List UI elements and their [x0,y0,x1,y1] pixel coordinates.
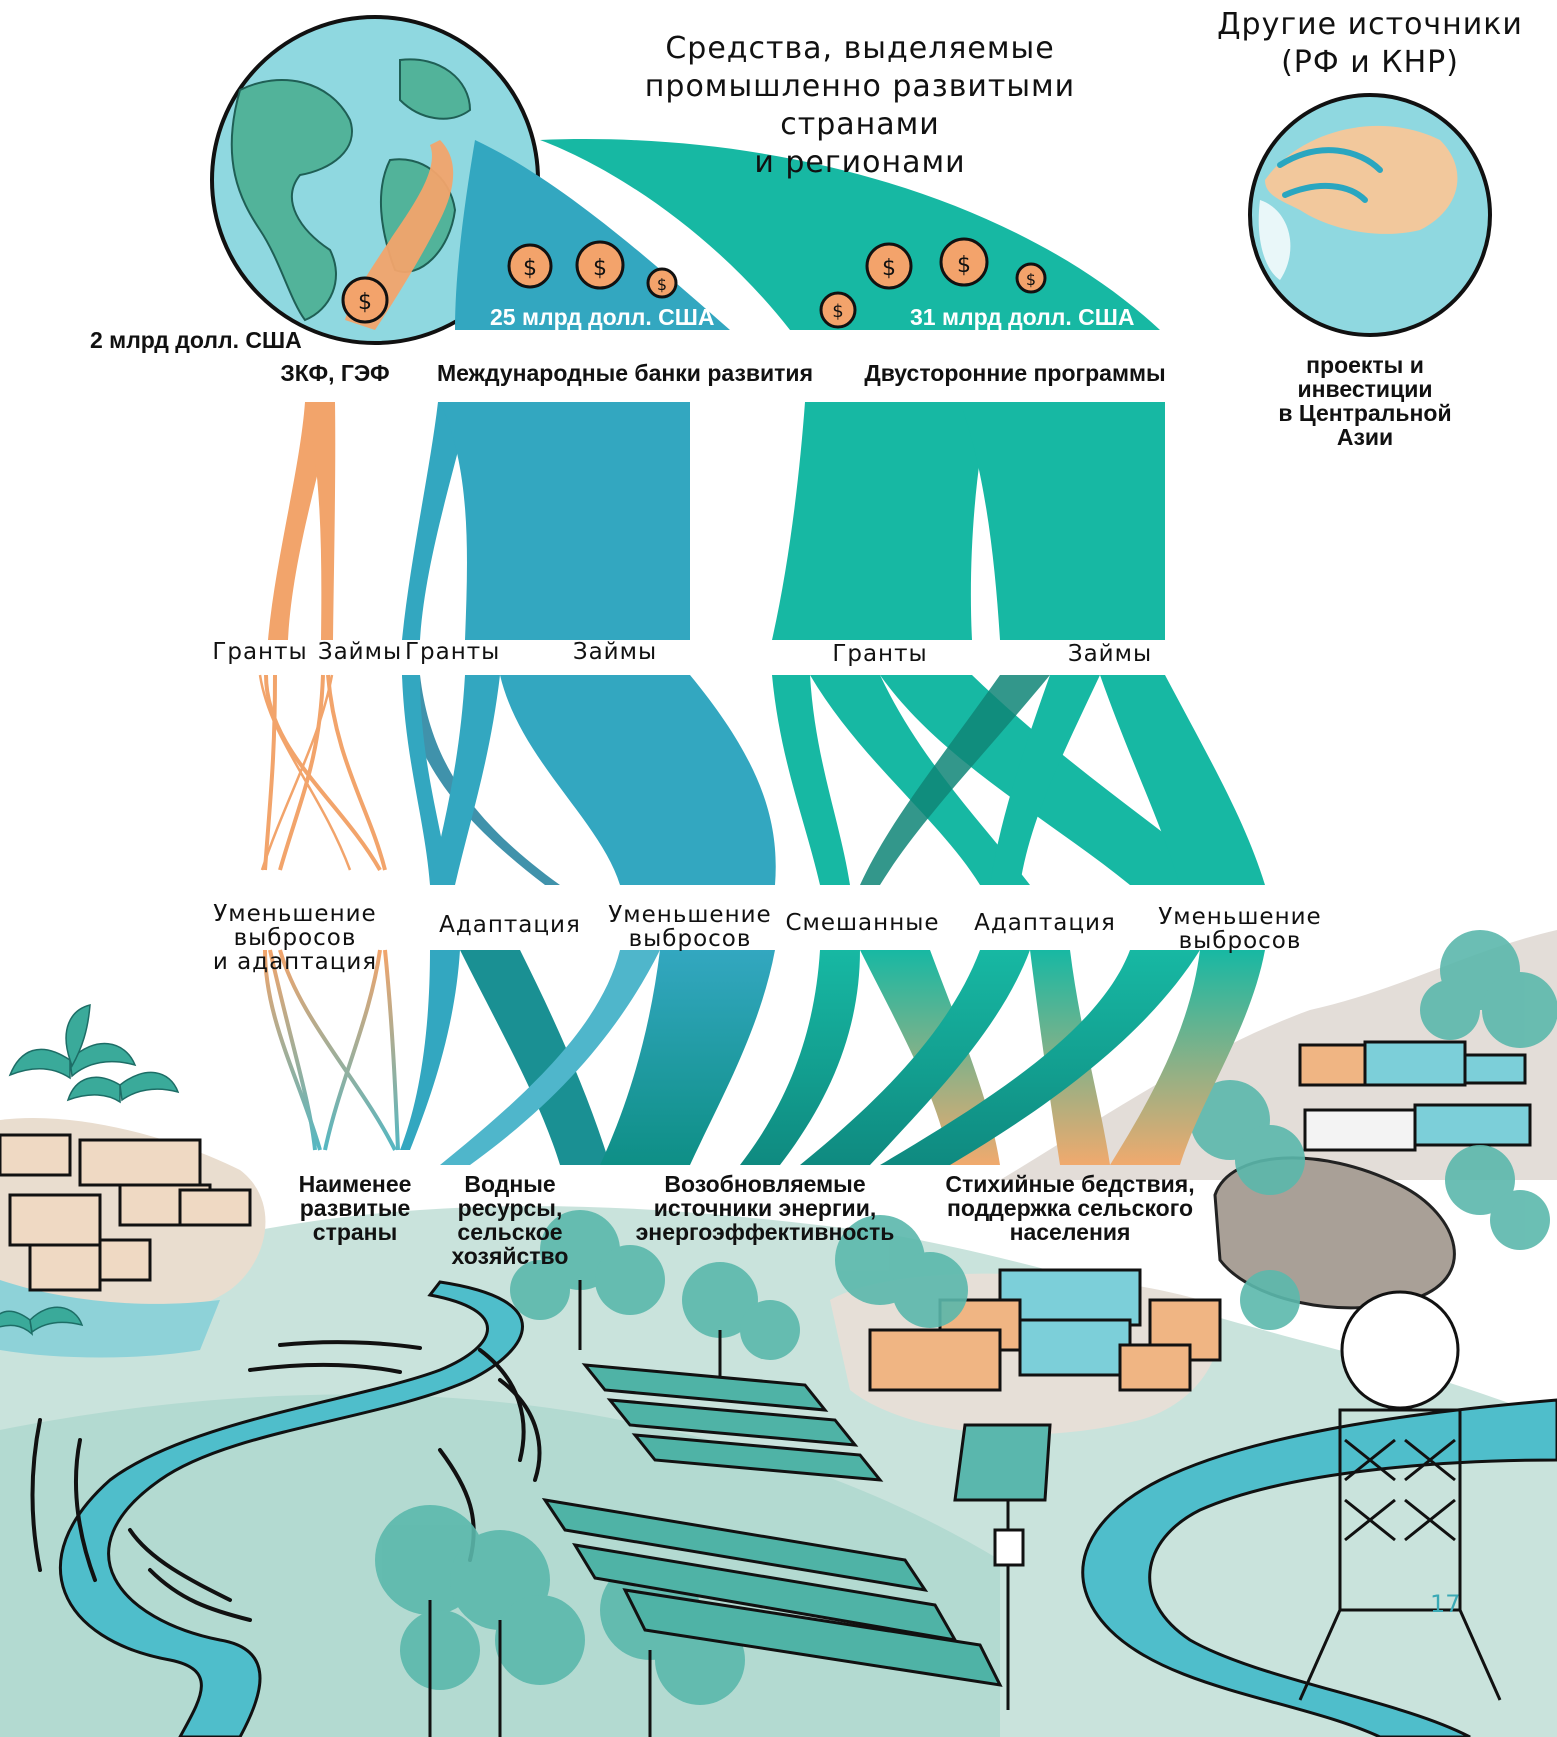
globe-asia-icon [1248,93,1492,337]
landscape [0,930,1557,1737]
source-name-zkf: ЗКФ, ГЭФ [280,360,390,386]
purpose-label: Смешанные [785,910,940,936]
dollar-coin-icon: $ $ $ $ $ $ $ [507,237,1047,329]
recipient-label: Наименее развитые страны [298,1171,412,1245]
purpose-label: Уменьшение выбросов [608,902,772,952]
svg-text:$: $ [358,290,372,315]
flows-source-to-instrument [268,402,1165,640]
instrument-label: Гранты [832,641,928,667]
svg-text:$: $ [657,275,667,294]
flows-instrument-to-purpose [258,674,1265,885]
svg-text:$: $ [832,301,843,322]
recipient-label: Водные ресурсы, сельское хозяйство [451,1171,569,1269]
instrument-label: Гранты [405,639,501,665]
purpose-label: Адаптация [439,912,581,938]
bilateral-source-shape [540,139,1160,330]
purpose-label: Уменьшение выбросов и адаптация [212,901,378,975]
source-name-mdb: Международные банки развития [436,360,813,386]
svg-text:$: $ [593,256,607,281]
diagram-title: Средства, выделяемые промышленно развиты… [644,31,1076,180]
source-amount-zkf: 2 млрд долл. США [90,327,302,353]
svg-text:$: $ [1026,270,1036,289]
globe-americas-icon: $ [210,15,540,345]
svg-text:$: $ [882,256,896,281]
recipient-label: Возобновляемые источники энергии, энерго… [635,1171,895,1245]
other-sources-caption: проекты и инвестиции в Центральной Азии [1278,352,1452,450]
palm-tree-icon [0,1004,180,1336]
source-name-bilateral: Двусторонние программы [864,360,1166,386]
instrument-label: Гранты [212,639,308,665]
svg-text:$: $ [523,256,537,281]
solar-panel-icon [541,1363,1003,1687]
svg-text:$: $ [957,253,971,278]
page-number: 17 [1430,1590,1461,1618]
other-sources-title: Другие источники (РФ и КНР) [1217,7,1523,80]
source-amount-bilateral: 31 млрд долл. США [910,305,1135,330]
purpose-label: Адаптация [974,910,1116,936]
dollar-coin-icon: $ [341,276,389,324]
weather-station-icon [953,1290,1502,1710]
tree-icon [375,930,1557,1705]
source-amount-mdb: 25 млрд долл. США [490,305,715,330]
instrument-label: Займы [317,639,403,665]
instrument-label: Займы [1067,641,1153,667]
instrument-label: Займы [572,639,658,665]
recipient-label: Стихийные бедствия, поддержка сельского … [945,1171,1195,1245]
purpose-label: Уменьшение выбросов [1158,904,1322,954]
flows-purpose-to-recipient [263,949,1265,1165]
